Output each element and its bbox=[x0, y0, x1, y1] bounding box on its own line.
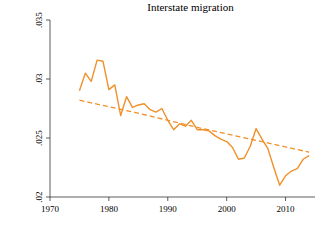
x-axis bbox=[50, 197, 315, 198]
y-tick bbox=[46, 79, 50, 80]
x-tick bbox=[226, 197, 227, 201]
x-tick bbox=[50, 197, 51, 201]
y-tick bbox=[46, 20, 50, 21]
x-tick-label: 1980 bbox=[100, 204, 119, 214]
y-tick-label: .025 bbox=[34, 130, 44, 146]
y-axis bbox=[50, 20, 51, 197]
x-tick-label: 1990 bbox=[159, 204, 178, 214]
x-tick bbox=[108, 197, 109, 201]
x-tick-label: 2010 bbox=[277, 204, 296, 214]
y-tick bbox=[46, 138, 50, 139]
y-tick bbox=[46, 197, 50, 198]
y-tick-label: .035 bbox=[34, 12, 44, 28]
plot-area bbox=[79, 60, 309, 185]
x-tick-label: 1970 bbox=[41, 204, 60, 214]
y-tick-label: .03 bbox=[34, 73, 44, 85]
y-tick-label: .02 bbox=[34, 191, 44, 202]
data-line bbox=[79, 60, 309, 185]
chart: Interstate migration .02 .025 .03 .035 1970 19… bbox=[0, 0, 335, 230]
x-tick bbox=[285, 197, 286, 201]
x-tick bbox=[167, 197, 168, 201]
trend-line bbox=[79, 100, 309, 152]
x-tick-label: 2000 bbox=[218, 204, 237, 214]
title: Interstate migration bbox=[147, 1, 234, 13]
